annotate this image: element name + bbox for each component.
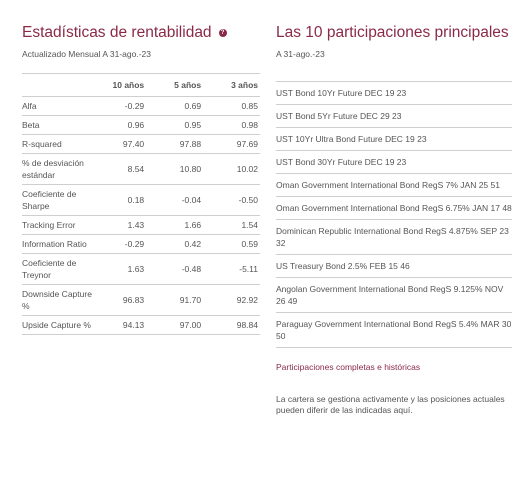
list-item: Dominican Republic International Bond Re… [276,220,512,255]
value-3y: 92.92 [203,284,260,316]
value-5y: -0.48 [146,253,204,285]
list-item: Paraguay Government International Bond R… [276,313,512,348]
list-item: Oman Government International Bond RegS … [276,197,512,220]
value-5y: 0.42 [146,234,204,254]
holdings-title: Las 10 participaciones principales [276,24,509,41]
performance-stats-panel: Estadísticas de rentabilidad ? Actualiza… [22,24,262,335]
table-row: Coeficiente de Sharpe 0.18 -0.04 -0.50 [22,184,260,216]
header-empty [22,73,96,97]
value-10y: 1.63 [95,253,147,285]
value-10y: 0.96 [95,115,147,135]
list-item: UST Bond 30Yr Future DEC 19 23 [276,151,512,174]
value-5y: 97.88 [146,134,204,154]
list-item: UST 10Yr Ultra Bond Future DEC 19 23 [276,128,512,151]
row-label: Tracking Error [22,215,96,235]
stats-updated: Actualizado Mensual A 31-ago.-23 [22,49,152,59]
value-3y: -5.11 [203,253,260,285]
table-row: Upside Capture % 94.13 97.00 98.84 [22,315,260,335]
row-label: Information Ratio [22,234,96,254]
list-item: Angolan Government International Bond Re… [276,278,512,313]
header-5y: 5 años [146,73,204,97]
list-item: US Treasury Bond 2.5% FEB 15 46 [276,255,512,278]
row-label: Beta [22,115,96,135]
value-5y: 97.00 [146,315,204,335]
stats-table-header: 10 años 5 años 3 años [22,73,260,97]
value-5y: 91.70 [146,284,204,316]
value-10y: 94.13 [95,315,147,335]
value-3y: -0.50 [203,184,260,216]
row-label: Upside Capture % [22,315,96,335]
row-label: Coeficiente de Treynor [22,253,96,285]
list-item: Oman Government International Bond RegS … [276,174,512,197]
table-row: R-squared 97.40 97.88 97.69 [22,134,260,154]
value-5y: 10.80 [146,153,204,185]
value-10y: -0.29 [95,234,147,254]
stats-title-text: Estadísticas de rentabilidad [22,24,212,41]
value-3y: 0.85 [203,96,260,116]
value-5y: 0.69 [146,96,204,116]
holdings-date: A 31-ago.-23 [276,49,325,59]
info-icon[interactable]: ? [218,29,227,37]
value-5y: -0.04 [146,184,204,216]
value-10y: 97.40 [95,134,147,154]
value-5y: 1.66 [146,215,204,235]
value-3y: 0.98 [203,115,260,135]
holdings-note: La cartera se gestiona activamente y las… [276,394,505,415]
value-3y: 10.02 [203,153,260,185]
value-3y: 0.59 [203,234,260,254]
top-holdings-panel: Las 10 participaciones principales A 31-… [276,24,512,416]
value-10y: 8.54 [95,153,147,185]
stats-title: Estadísticas de rentabilidad ? [22,24,262,42]
header-3y: 3 años [203,73,260,97]
full-holdings-link[interactable]: Participaciones completas e históricas [276,362,421,372]
table-row: % de desviación estándar 8.54 10.80 10.0… [22,153,260,185]
value-3y: 1.54 [203,215,260,235]
value-3y: 97.69 [203,134,260,154]
row-label: Coeficiente de Sharpe [22,184,96,216]
holdings-list: UST Bond 10Yr Future DEC 19 23 UST Bond … [276,81,512,348]
list-item: UST Bond 5Yr Future DEC 29 23 [276,105,512,128]
table-row: Beta 0.96 0.95 0.98 [22,115,260,135]
list-item: UST Bond 10Yr Future DEC 19 23 [276,82,512,105]
table-row: Tracking Error 1.43 1.66 1.54 [22,215,260,235]
row-label: Alfa [22,96,96,116]
row-label: Downside Capture % [22,284,96,316]
table-row: Information Ratio -0.29 0.42 0.59 [22,234,260,254]
value-5y: 0.95 [146,115,204,135]
value-10y: 0.18 [95,184,147,216]
value-10y: 96.83 [95,284,147,316]
row-label: % de desviación estándar [22,153,96,185]
value-3y: 98.84 [203,315,260,335]
table-row: Downside Capture % 96.83 91.70 92.92 [22,284,260,316]
value-10y: 1.43 [95,215,147,235]
header-10y: 10 años [95,73,147,97]
table-row: Coeficiente de Treynor 1.63 -0.48 -5.11 [22,253,260,285]
row-label: R-squared [22,134,96,154]
value-10y: -0.29 [95,96,147,116]
table-row: Alfa -0.29 0.69 0.85 [22,96,260,116]
stats-table: 10 años 5 años 3 años Alfa -0.29 0.69 0.… [22,73,260,335]
